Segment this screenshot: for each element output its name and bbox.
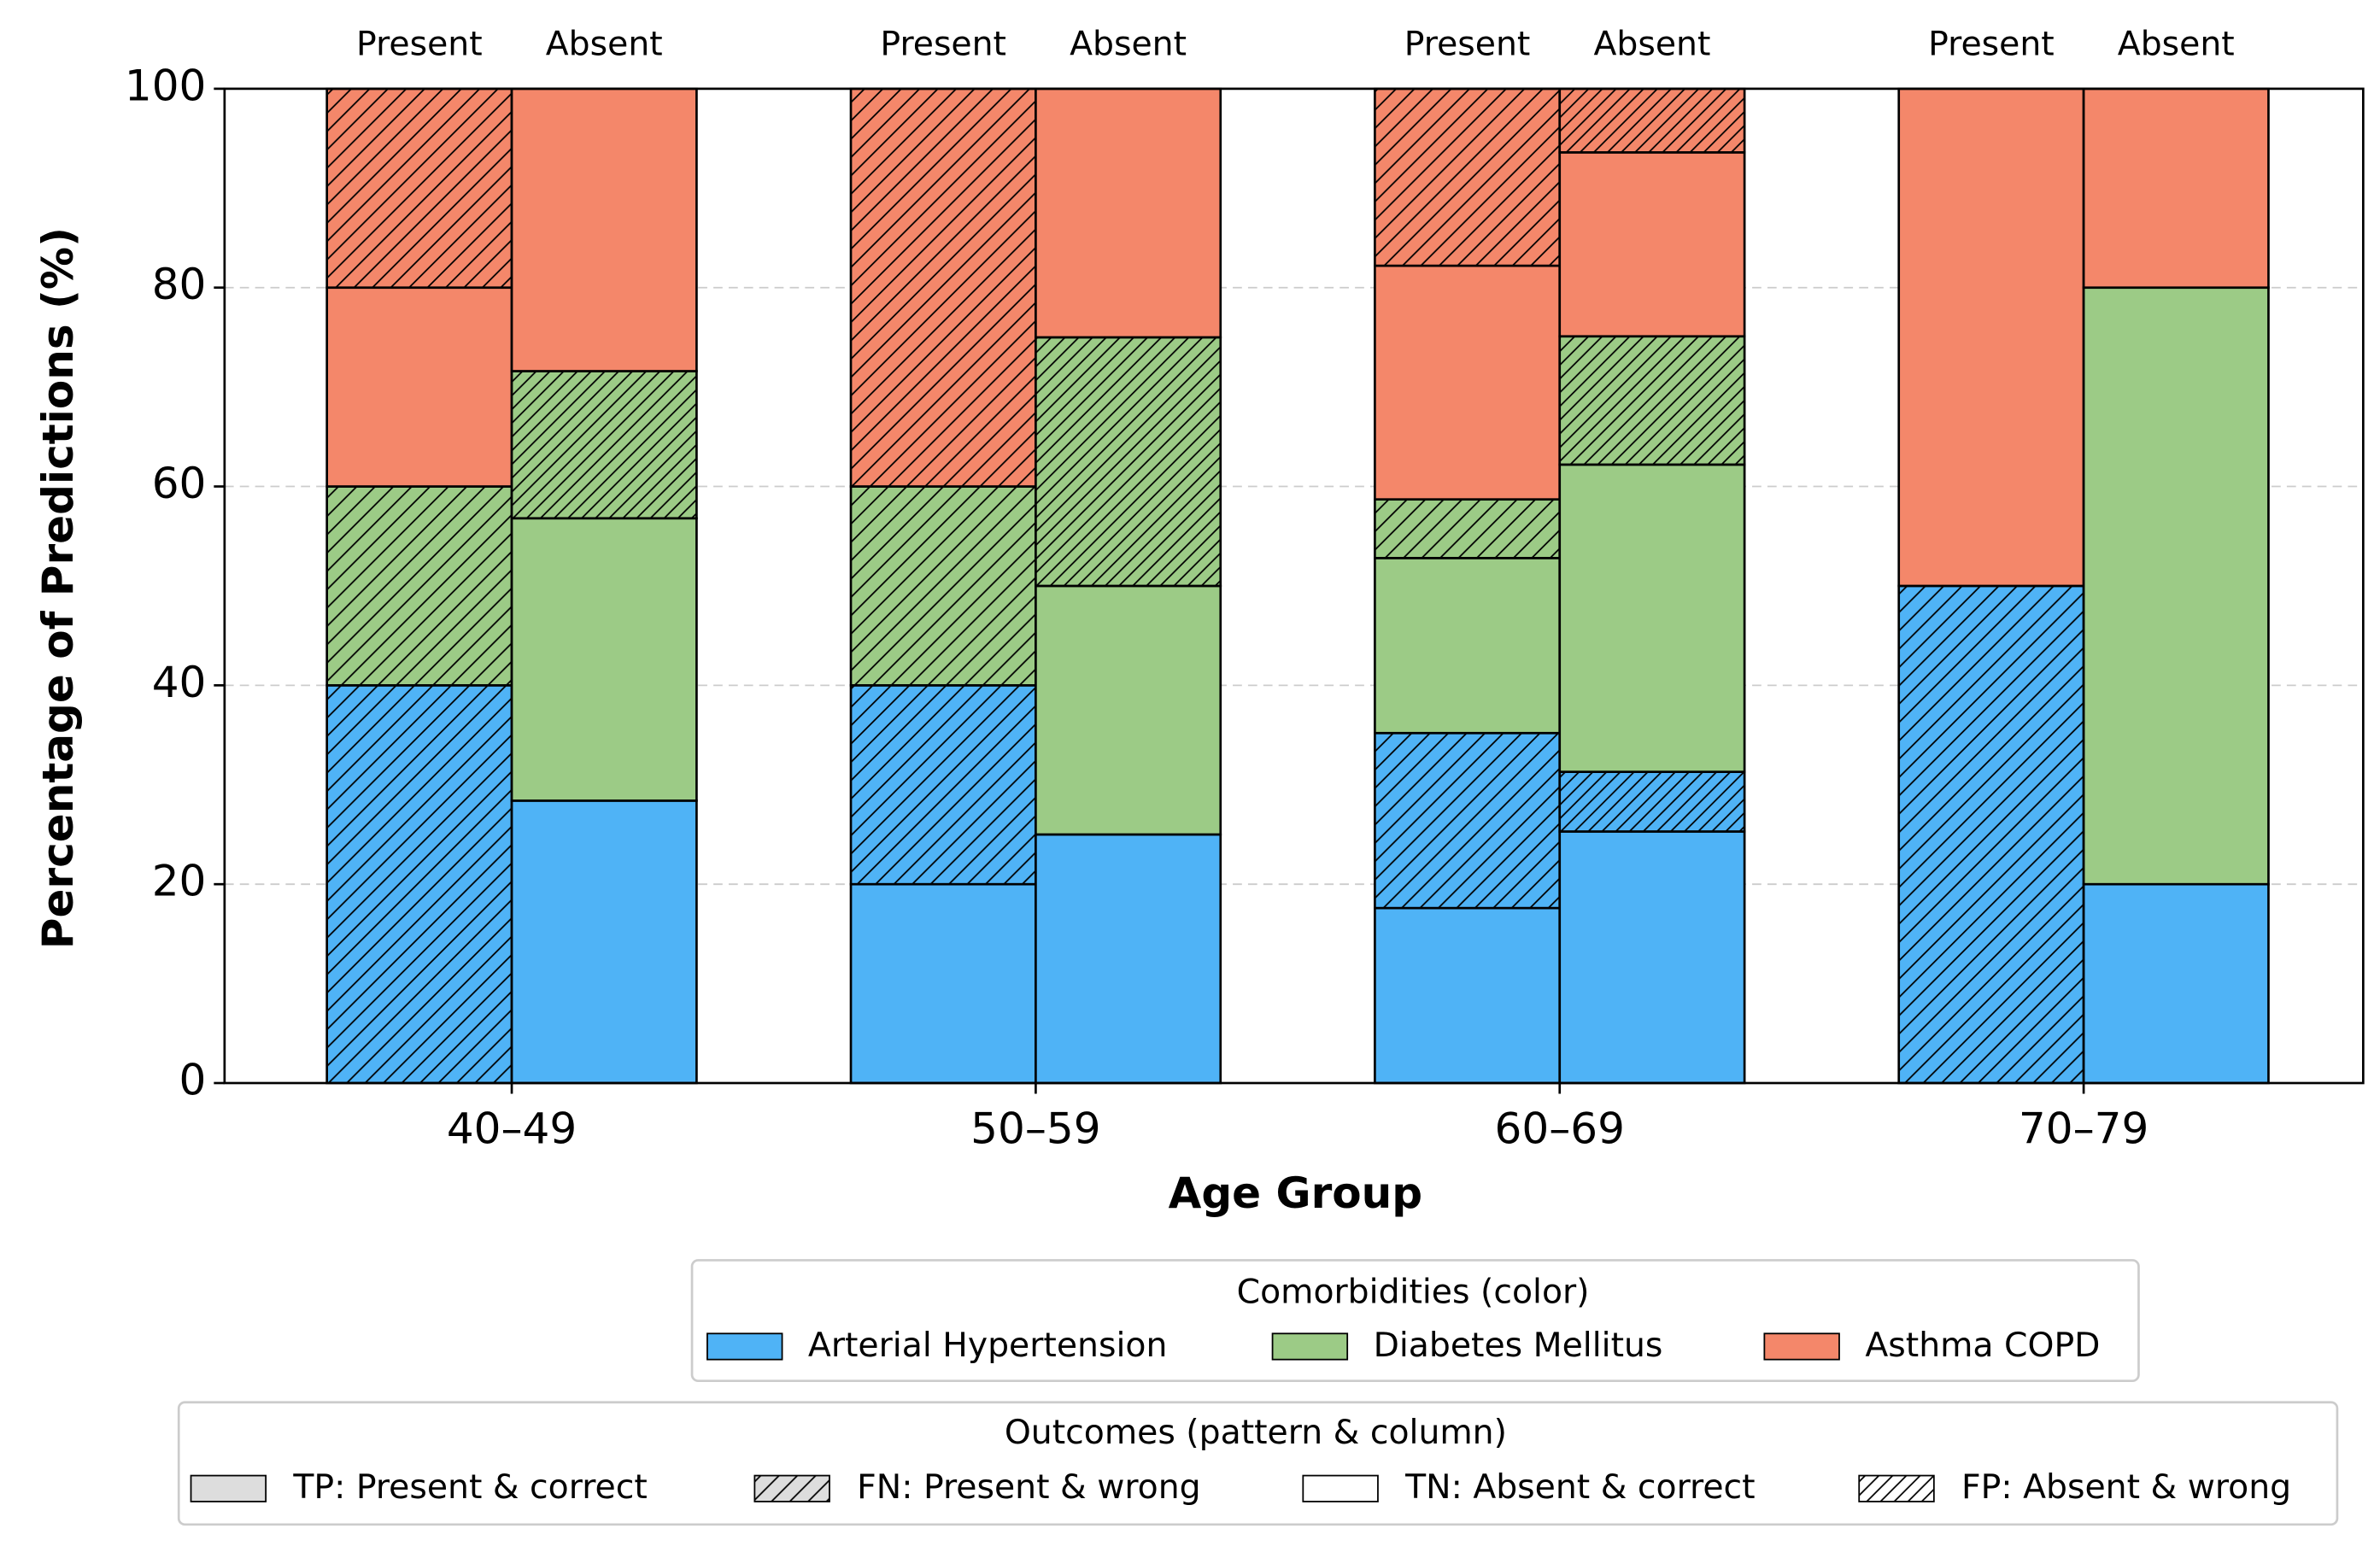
bar-segment xyxy=(1374,87,1562,267)
column-label: Absent xyxy=(1070,24,1187,63)
x-tick-label: 40–49 xyxy=(447,1104,577,1154)
x-tick-label: 60–69 xyxy=(1495,1104,1625,1154)
bar-segment xyxy=(849,87,1037,488)
column-label: Absent xyxy=(1593,24,1710,63)
y-tick-label: 60 xyxy=(152,459,207,508)
y-tick-label: 40 xyxy=(152,658,207,707)
legend-swatch xyxy=(753,1474,830,1502)
bar-segment xyxy=(849,485,1037,687)
bar-segment xyxy=(1374,557,1562,735)
legend-label: FN: Present & wrong xyxy=(857,1467,1200,1507)
legend-swatch xyxy=(1858,1474,1935,1502)
bar-segment xyxy=(1558,830,1746,1085)
legend-swatch xyxy=(190,1474,267,1502)
legend-label: TN: Absent & correct xyxy=(1404,1467,1755,1507)
column-label: Absent xyxy=(546,24,663,63)
x-tick-label: 50–59 xyxy=(970,1104,1100,1154)
bar-segment xyxy=(510,370,698,520)
column-label: Present xyxy=(880,24,1006,63)
bar-segment xyxy=(510,87,698,372)
bar-segment xyxy=(1374,264,1562,501)
x-tick-label: 70–79 xyxy=(2019,1104,2148,1154)
bar-segment xyxy=(2082,87,2270,290)
bar-segment xyxy=(1558,463,1746,773)
bar-segment xyxy=(1558,770,1746,833)
legend-label: Diabetes Mellitus xyxy=(1374,1326,1663,1365)
bar-segment xyxy=(325,485,513,687)
bar-segment xyxy=(1558,87,1746,154)
legend-label: TP: Present & correct xyxy=(292,1467,647,1507)
y-tick-label: 20 xyxy=(152,857,207,906)
column-label: Present xyxy=(356,24,483,63)
bar-segment xyxy=(1897,87,2085,588)
legend-swatch xyxy=(1302,1474,1379,1502)
legend-label: Asthma COPD xyxy=(1865,1326,2100,1365)
legend-label: Arterial Hypertension xyxy=(808,1326,1167,1365)
column-label: Absent xyxy=(2118,24,2235,63)
bar-segment xyxy=(1035,833,1222,1085)
x-axis-label: Age Group xyxy=(1169,1168,1423,1218)
bar-segment xyxy=(1374,498,1562,559)
y-axis-label: Percentage of Predictions (%) xyxy=(33,227,83,949)
legend-label: FP: Absent & wrong xyxy=(1961,1467,2291,1507)
bar-segment xyxy=(325,286,513,488)
bar-segment xyxy=(1897,584,2085,1085)
bar-segment xyxy=(1558,335,1746,466)
bar-segment xyxy=(1035,87,1222,339)
y-tick-label: 0 xyxy=(179,1056,207,1105)
legend-title: Outcomes (pattern & column) xyxy=(1005,1413,1507,1452)
bar-segment xyxy=(2082,286,2270,886)
bar-segment xyxy=(2082,882,2270,1085)
bar-segment xyxy=(325,684,513,1085)
bar-segment xyxy=(325,87,513,290)
bar-segment xyxy=(510,517,698,802)
bar-segment xyxy=(849,684,1037,886)
legend-swatch xyxy=(706,1332,783,1361)
bar-segment xyxy=(1374,906,1562,1085)
bar-segment xyxy=(1035,584,1222,836)
legend-box xyxy=(177,1401,2339,1526)
bar-segment xyxy=(510,799,698,1085)
bar-segment xyxy=(1374,731,1562,910)
bar-segment xyxy=(849,882,1037,1085)
plot-frame xyxy=(223,87,2365,1085)
legend-title: Comorbidities (color) xyxy=(1237,1272,1590,1311)
bar-segment xyxy=(1558,151,1746,338)
column-label: Present xyxy=(1928,24,2055,63)
legend-swatch xyxy=(1271,1332,1349,1361)
y-tick-label: 80 xyxy=(152,260,207,309)
y-tick-label: 100 xyxy=(125,61,207,110)
bar-segment xyxy=(1035,336,1222,588)
column-label: Present xyxy=(1404,24,1531,63)
legend-swatch xyxy=(1763,1332,1840,1361)
